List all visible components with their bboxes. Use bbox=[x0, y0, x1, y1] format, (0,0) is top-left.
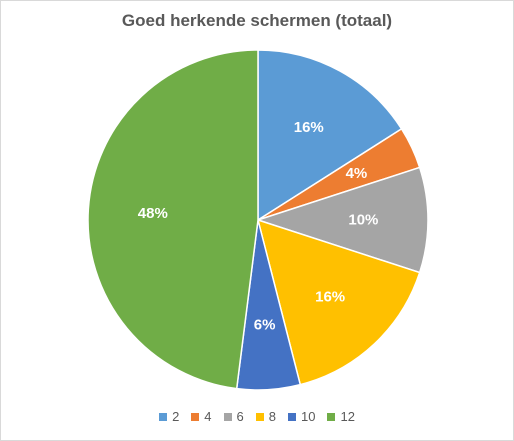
data-label-8: 16% bbox=[315, 288, 345, 305]
legend-swatch bbox=[288, 412, 296, 421]
pie-slice-6 bbox=[255, 166, 429, 274]
legend: 2 4 6 8 10 12 bbox=[1, 409, 513, 424]
pie-slice-8 bbox=[256, 218, 421, 386]
data-label-12: 48% bbox=[138, 205, 168, 222]
legend-label: 8 bbox=[268, 409, 276, 424]
legend-item-12: 12 bbox=[327, 409, 355, 424]
legend-swatch bbox=[191, 412, 200, 421]
data-label-2: 16% bbox=[294, 119, 324, 136]
legend-label: 4 bbox=[204, 409, 212, 424]
legend-swatch bbox=[223, 412, 232, 421]
legend-item-8: 8 bbox=[255, 409, 276, 424]
legend-item-10: 10 bbox=[288, 409, 315, 424]
data-label-6: 10% bbox=[348, 212, 378, 229]
data-label-4: 4% bbox=[346, 165, 368, 182]
pie-slice-2 bbox=[257, 49, 403, 222]
legend-item-2: 2 bbox=[159, 409, 179, 424]
legend-label: 10 bbox=[301, 409, 316, 424]
legend-swatch bbox=[327, 412, 336, 421]
pie-chart: 16% 4% 10% 16% 6% 48% bbox=[87, 49, 429, 391]
data-label-10: 6% bbox=[254, 317, 276, 334]
chart-title: Goed herkende schermen (totaal) bbox=[121, 11, 393, 30]
legend-swatch bbox=[255, 412, 264, 421]
pie-slice-12 bbox=[87, 49, 259, 390]
legend-item-6: 6 bbox=[223, 409, 244, 424]
legend-label: 12 bbox=[340, 409, 355, 424]
legend-label: 6 bbox=[236, 409, 244, 424]
legend-label: 2 bbox=[172, 409, 180, 424]
legend-item-4: 4 bbox=[191, 409, 212, 424]
legend-swatch bbox=[159, 412, 168, 421]
